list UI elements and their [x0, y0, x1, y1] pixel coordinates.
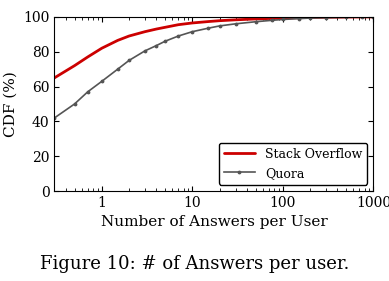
Quora [217, 24, 222, 28]
Quora [143, 49, 147, 53]
Quora [52, 116, 57, 120]
Quora [233, 22, 238, 26]
Quora [371, 15, 376, 19]
Line: Stack Overflow: Stack Overflow [54, 17, 373, 78]
Stack Overflow [308, 16, 312, 19]
Line: Quora: Quora [52, 15, 376, 120]
Stack Overflow [371, 15, 376, 19]
Stack Overflow [206, 20, 210, 23]
Quora [163, 40, 167, 43]
Stack Overflow [163, 26, 167, 29]
Stack Overflow [72, 64, 77, 67]
Stack Overflow [324, 15, 328, 19]
Stack Overflow [190, 21, 194, 25]
Legend: Stack Overflow, Quora: Stack Overflow, Quora [219, 142, 367, 185]
Quora [296, 17, 301, 20]
Stack Overflow [143, 30, 147, 33]
Quora [253, 20, 258, 23]
Quora [206, 26, 210, 30]
Stack Overflow [280, 16, 285, 20]
Quora [308, 16, 312, 20]
Quora [72, 102, 77, 106]
Stack Overflow [127, 34, 131, 38]
Stack Overflow [176, 23, 180, 26]
Quora [176, 34, 180, 38]
Stack Overflow [344, 15, 349, 19]
Quora [190, 30, 194, 33]
Stack Overflow [217, 19, 222, 22]
X-axis label: Number of Answers per User: Number of Answers per User [101, 216, 327, 230]
Quora [280, 18, 285, 21]
Stack Overflow [116, 39, 120, 42]
Quora [116, 67, 120, 71]
Stack Overflow [154, 27, 159, 31]
Quora [154, 44, 159, 47]
Stack Overflow [100, 47, 104, 50]
Stack Overflow [269, 17, 274, 20]
Stack Overflow [296, 16, 301, 19]
Quora [344, 16, 349, 19]
Quora [360, 15, 364, 19]
Stack Overflow [52, 76, 57, 80]
Stack Overflow [360, 15, 364, 19]
Stack Overflow [233, 18, 238, 22]
Quora [86, 90, 90, 94]
Quora [100, 80, 104, 83]
Text: Figure 10: # of Answers per user.: Figure 10: # of Answers per user. [40, 255, 349, 273]
Stack Overflow [253, 17, 258, 21]
Stack Overflow [86, 55, 90, 59]
Quora [324, 16, 328, 19]
Quora [127, 59, 131, 62]
Y-axis label: CDF (%): CDF (%) [4, 71, 18, 137]
Quora [269, 19, 274, 22]
